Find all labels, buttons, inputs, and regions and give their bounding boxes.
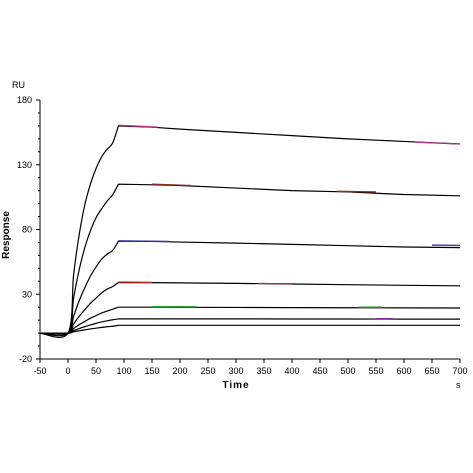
series-line-1: [39, 125, 461, 338]
x-tick-label: 200: [172, 366, 187, 376]
x-tick-label: 50: [91, 366, 101, 376]
series-line-3: [39, 240, 461, 335]
x-tick-label: 300: [228, 366, 243, 376]
x-tick-label: 350: [256, 366, 271, 376]
x-tick-label: 500: [340, 366, 355, 376]
fit-overlay-segment: [118, 124, 158, 128]
y-tick-label: 80: [22, 225, 32, 235]
series-line-2: [39, 183, 461, 337]
fit-overlay-segment: [415, 141, 461, 145]
x-tick-label: 0: [65, 366, 70, 376]
fit-overlay-segment: [118, 240, 169, 243]
y-tick-label: 30: [22, 289, 32, 299]
y-unit-label: RU: [12, 80, 25, 90]
series-line-6: [39, 318, 460, 334]
axes: [39, 100, 460, 360]
x-tick-label: 450: [312, 366, 327, 376]
y-ticks: -20 30 80 130 180: [17, 95, 40, 364]
x-unit-label: s: [456, 380, 461, 390]
x-tick-label: 100: [116, 366, 131, 376]
x-tick-label: 550: [368, 366, 383, 376]
y-tick-label: 180: [17, 95, 32, 105]
x-tick-label: 150: [144, 366, 159, 376]
x-tick-label: 650: [424, 366, 439, 376]
x-axis-title: Time: [222, 380, 249, 391]
y-tick-label: 130: [17, 160, 32, 170]
series-line-4: [39, 282, 461, 335]
x-tick-label: 600: [396, 366, 411, 376]
x-tick-label: -50: [33, 366, 46, 376]
fit-overlay-segment: [151, 183, 192, 187]
series-line-7: [39, 324, 460, 334]
y-tick-label: -20: [19, 354, 32, 364]
y-axis-title: Response: [1, 211, 12, 259]
series-lines: [39, 125, 461, 338]
x-ticks: -50 0 50 100 150 200 250 300 350 400 450 500 550 600 6…: [33, 359, 468, 376]
x-tick-label: 250: [200, 366, 215, 376]
fit-overlay-segment: [336, 190, 377, 193]
fit-overlays: [118, 124, 461, 320]
x-tick-label: 700: [452, 366, 467, 376]
series-line-5: [39, 306, 461, 335]
x-tick-label: 400: [284, 366, 299, 376]
